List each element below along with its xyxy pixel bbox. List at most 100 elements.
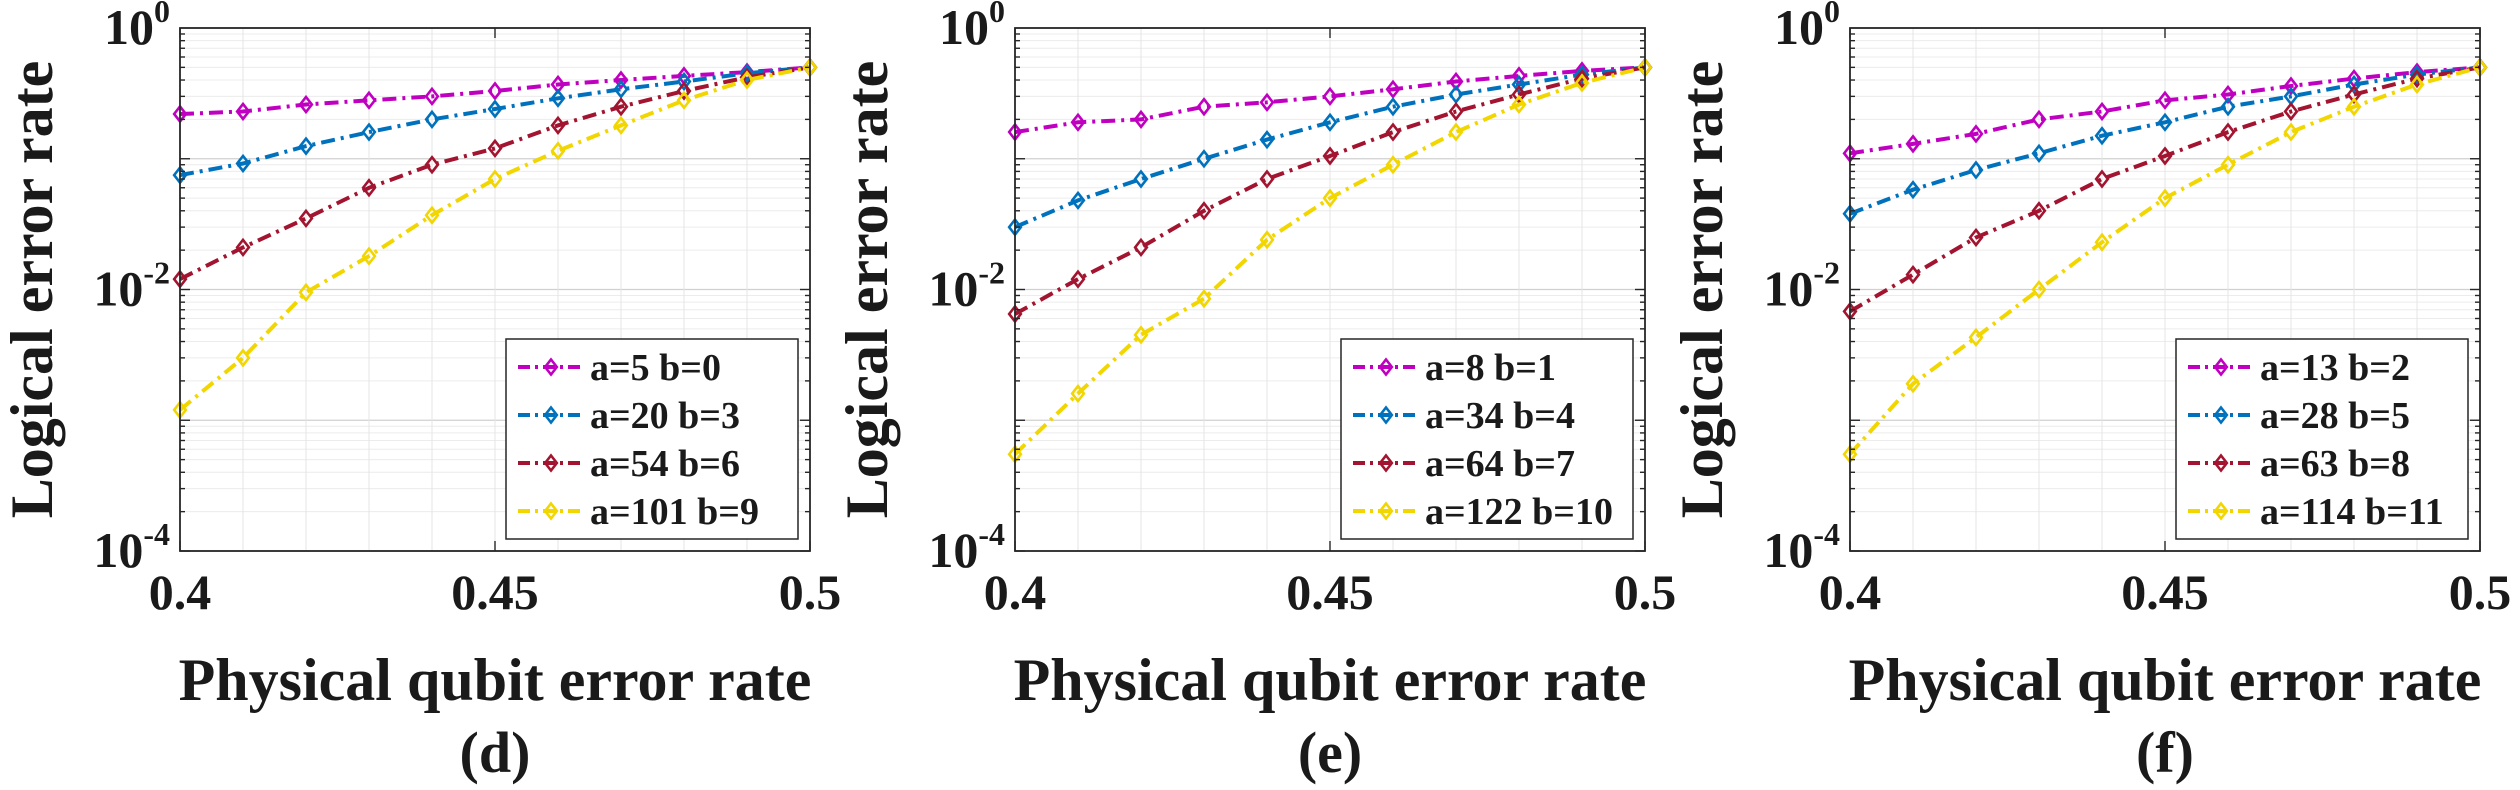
series-3 — [172, 57, 818, 289]
series-line — [1014, 65, 1646, 316]
legend-entry: a=28 b=5 — [2188, 395, 2410, 437]
data-point — [487, 81, 503, 101]
data-point — [2409, 69, 2425, 89]
data-point — [487, 99, 503, 119]
y-axis-label: Logical error rate — [834, 61, 900, 519]
data-point — [613, 115, 629, 135]
data-point — [1196, 289, 1212, 309]
data-point — [676, 81, 692, 101]
data-point — [1133, 325, 1149, 345]
legend-entry: a=8 b=1 — [1353, 347, 1556, 389]
legend: a=13 b=2 a=28 b=5 a=63 b=8 a=114 b=11 — [2175, 338, 2469, 540]
legend-label: a=13 b=2 — [2260, 347, 2410, 389]
x-axis-label: Physical qubit error rate — [1014, 647, 1647, 713]
data-point — [361, 122, 377, 142]
legend-marker — [543, 357, 559, 377]
series-line — [179, 65, 811, 178]
data-point — [613, 70, 629, 90]
data-point — [361, 178, 377, 198]
y-tick-exponent: -4 — [143, 516, 170, 552]
y-tick-exponent: -4 — [1813, 516, 1840, 552]
legend-label: a=63 b=8 — [2260, 443, 2410, 485]
data-point — [298, 282, 314, 303]
legend-marker — [1378, 405, 1394, 425]
legend-entry: a=101 b=9 — [518, 491, 759, 533]
data-point — [2031, 201, 2047, 221]
data-point — [739, 67, 755, 87]
data-point — [487, 169, 503, 189]
legend-label: a=28 b=5 — [2260, 395, 2410, 437]
y-tick-label: 100 — [1774, 0, 1840, 55]
data-point — [2346, 97, 2362, 117]
series-line — [178, 65, 811, 412]
data-point — [739, 63, 755, 83]
x-axis-label: Physical qubit error rate — [1849, 647, 2482, 713]
x-tick-label: 0.45 — [2121, 564, 2209, 620]
data-point — [1259, 92, 1275, 112]
x-tick-label: 0.5 — [1614, 564, 1677, 620]
data-point — [235, 237, 251, 257]
legend-entry: a=63 b=8 — [2188, 443, 2410, 485]
legend-label: a=20 b=3 — [590, 395, 740, 437]
y-tick-label: 10-4 — [928, 516, 1005, 578]
data-point — [2094, 169, 2110, 189]
data-point — [424, 205, 440, 225]
data-point — [1574, 69, 1590, 89]
data-point — [1511, 84, 1527, 105]
x-axis-label: Physical qubit error rate — [179, 647, 812, 713]
legend-entry: a=13 b=2 — [2188, 347, 2410, 389]
data-point — [1322, 188, 1338, 208]
legend-box — [1340, 338, 1634, 540]
data-point — [2094, 101, 2110, 122]
legend-marker — [1378, 357, 1394, 377]
data-point — [1385, 97, 1401, 117]
data-point — [1070, 383, 1086, 404]
legend-label: a=34 b=4 — [1425, 395, 1575, 437]
y-tick-exponent: -4 — [978, 516, 1005, 552]
data-point — [298, 208, 314, 228]
data-point — [1968, 160, 1984, 180]
data-point — [2220, 122, 2236, 142]
x-tick-label: 0.5 — [2449, 564, 2512, 620]
data-point — [613, 97, 629, 117]
data-point — [235, 153, 251, 174]
data-point — [2157, 188, 2173, 208]
data-point — [1905, 264, 1921, 285]
legend-marker — [2213, 453, 2229, 473]
data-point — [1196, 201, 1212, 221]
series-4 — [1842, 57, 2488, 464]
y-axis-label: Logical error rate — [1669, 61, 1735, 519]
data-point — [1259, 130, 1275, 150]
y-tick-exponent: 0 — [154, 0, 170, 29]
y-tick-exponent: 0 — [1824, 0, 1840, 29]
legend-entry: a=34 b=4 — [1353, 395, 1575, 437]
legend-entry: a=114 b=11 — [2188, 491, 2444, 533]
data-point — [2220, 155, 2236, 175]
legend-label: a=54 b=6 — [590, 443, 740, 485]
data-point — [235, 348, 251, 368]
series-line — [179, 65, 811, 116]
data-point — [2157, 112, 2173, 132]
data-point — [1322, 86, 1338, 106]
data-point — [2283, 122, 2299, 142]
subfigure-caption: (e) — [1298, 720, 1362, 785]
legend-label: a=122 b=10 — [1425, 491, 1613, 533]
legend-marker — [543, 405, 559, 425]
data-point — [1133, 169, 1149, 189]
series-line — [1849, 65, 2481, 216]
data-point — [1385, 122, 1401, 142]
x-tick-label: 0.45 — [1286, 564, 1374, 620]
legend-box — [2175, 338, 2469, 540]
data-point — [1968, 124, 1984, 144]
x-tick-label: 0.4 — [1819, 564, 1882, 620]
series-line — [1849, 65, 2481, 156]
data-point — [2346, 84, 2362, 105]
legend-marker — [2213, 357, 2229, 377]
data-point — [1385, 155, 1401, 175]
data-point — [1511, 74, 1527, 95]
series-3 — [1007, 57, 1653, 324]
data-point — [1574, 65, 1590, 85]
data-point — [2031, 109, 2047, 130]
